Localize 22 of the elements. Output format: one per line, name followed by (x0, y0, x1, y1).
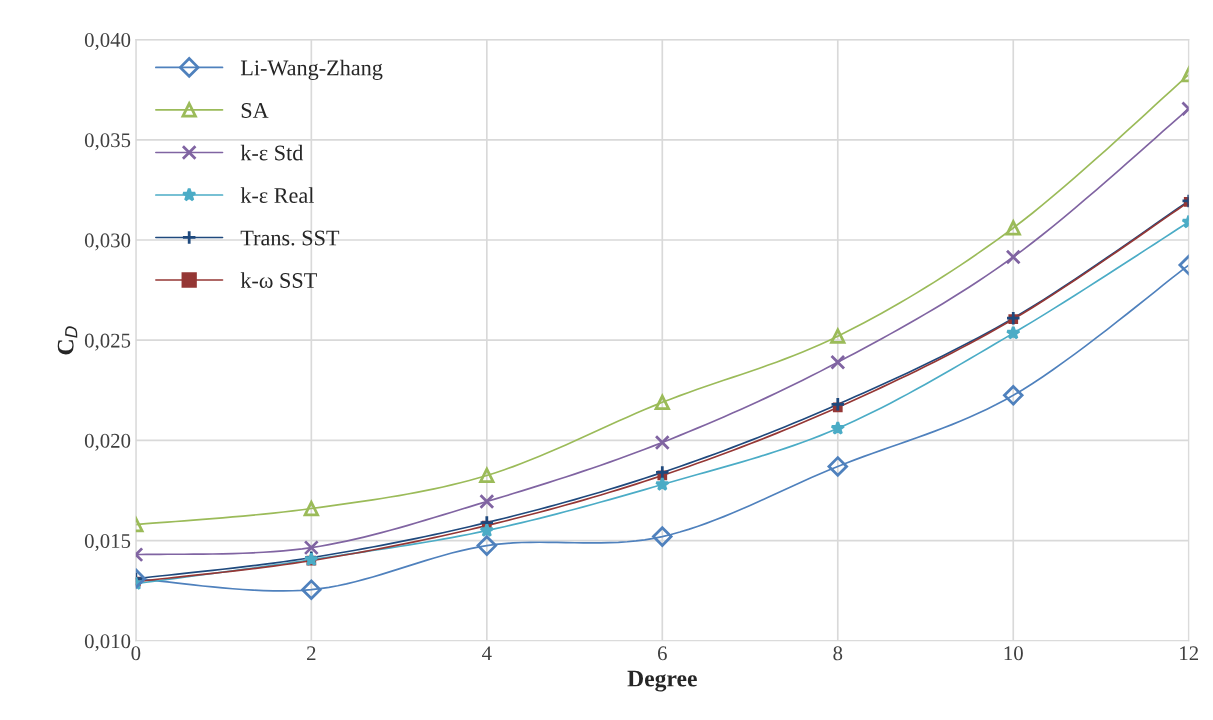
x-tick-label: 12 (1180, 646, 1199, 661)
legend-label: SA (241, 103, 269, 118)
legend-label: k-ε Std (240, 144, 304, 161)
y-axis-title: C$_{D}$ (57, 326, 78, 355)
x-tick-label: 6 (657, 646, 667, 661)
y-tick-label: 0,020 (84, 433, 131, 451)
y-tick-label: 0,030 (84, 233, 131, 251)
y-tick-label: 0,015 (84, 533, 131, 552)
y-tick-label: 0,025 (84, 333, 131, 351)
legend-label: k-ω SST (240, 272, 317, 288)
legend-label: k-ε Real (240, 187, 314, 203)
x-axis-title: Degree (627, 670, 697, 692)
y-tick-label: 0,040 (84, 32, 131, 51)
y-tick-label: 0,035 (84, 133, 131, 151)
y-tick-label: 0,010 (84, 634, 131, 652)
x-tick-label: 0 (131, 646, 141, 661)
x-tick-label: 10 (1004, 646, 1023, 661)
x-tick-label: 4 (482, 646, 492, 661)
x-tick-label: 2 (307, 646, 316, 661)
legend-label: Trans. SST (240, 230, 340, 246)
legend-label: Li-Wang-Zhang (240, 59, 383, 80)
x-tick-label: 8 (833, 646, 843, 661)
